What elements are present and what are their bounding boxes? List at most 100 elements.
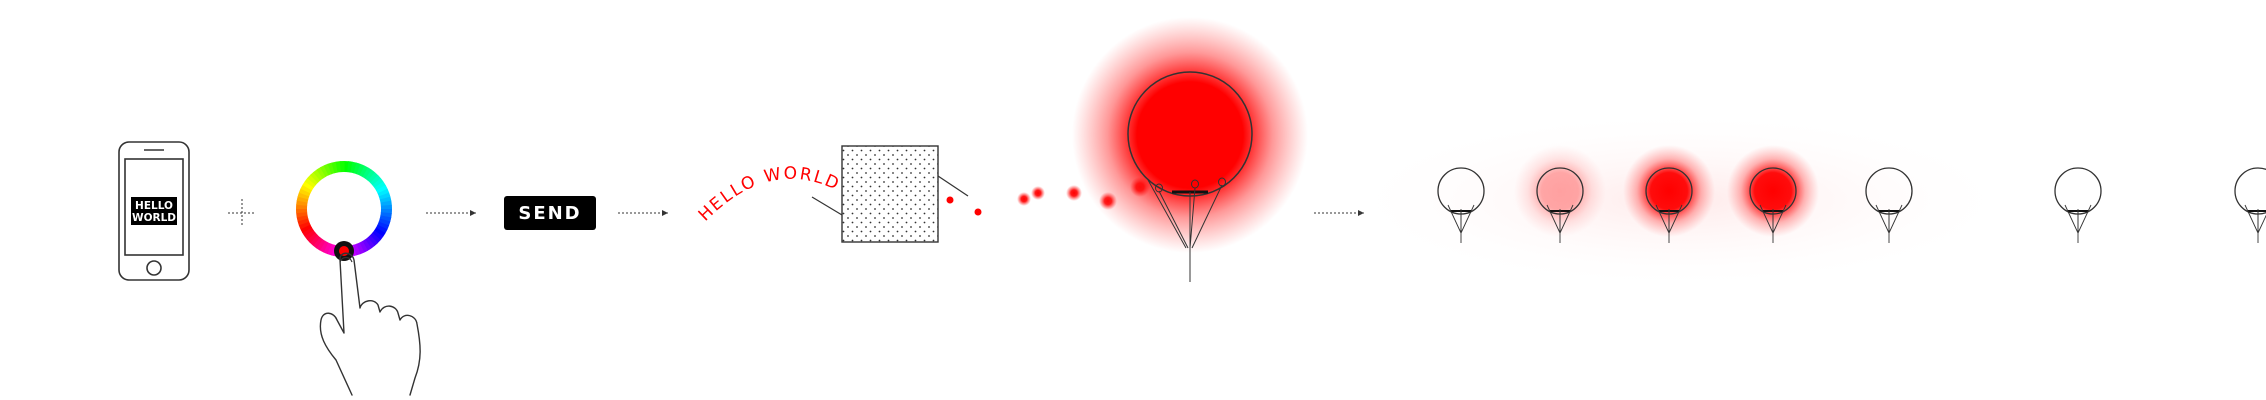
color-wheel-segment[interactable] (362, 239, 372, 251)
phone-screen-line-2: WORLD (132, 212, 176, 224)
color-wheel-segment[interactable] (380, 200, 392, 207)
color-wheel-segment[interactable] (319, 240, 329, 253)
fingernail-mark (339, 256, 353, 263)
color-wheel-segment[interactable] (347, 161, 353, 173)
color-wheel-segment[interactable] (339, 161, 345, 173)
color-wheel-segment[interactable] (372, 230, 384, 241)
balloon-glow (1514, 145, 1606, 237)
color-wheel-segment[interactable] (379, 215, 392, 223)
color-wheel-segment[interactable] (376, 185, 388, 194)
phone-screen-label (131, 197, 177, 225)
color-wheel-segment[interactable] (296, 200, 308, 206)
color-wheel-segment[interactable] (300, 184, 313, 194)
balloon-icon (1865, 167, 1913, 243)
balloon-rope (2077, 204, 2092, 234)
color-wheel-segment[interactable] (309, 234, 321, 246)
balloon-rope (1668, 204, 1683, 234)
color-wheel-segment[interactable] (307, 174, 319, 186)
color-wheel-segment[interactable] (302, 180, 314, 191)
color-wheel-segment[interactable] (356, 163, 365, 176)
signal-dot (1017, 192, 1031, 206)
color-wheel-segment[interactable] (367, 172, 379, 184)
color-wheel-segment[interactable] (375, 224, 388, 234)
balloon-rope (2257, 214, 2266, 234)
color-wheel-segment[interactable] (356, 242, 365, 255)
color-wheel-segment[interactable] (296, 195, 309, 203)
color-wheel-segment[interactable] (327, 162, 335, 175)
big-balloon-icon (1072, 17, 1308, 282)
balloon-rope (1875, 204, 1890, 234)
color-wheel-segment[interactable] (313, 169, 324, 181)
balloon-rope (1759, 204, 1774, 234)
color-wheel-segment[interactable] (302, 227, 314, 237)
color-wheel-segment[interactable] (367, 235, 378, 247)
balloon-glow (1727, 145, 1819, 237)
color-wheel-segment[interactable] (359, 165, 369, 178)
color-wheel-segment[interactable] (316, 167, 326, 179)
hand-pointer-icon (319, 252, 421, 396)
color-wheel-segment[interactable] (306, 232, 318, 243)
color-wheel-segment[interactable] (374, 181, 386, 191)
color-wheel-segment[interactable] (296, 211, 308, 218)
balloon-icon (1437, 167, 1485, 243)
color-wheel-segment[interactable] (315, 239, 326, 251)
balloon-rope (2064, 204, 2079, 234)
color-wheel-segment[interactable] (359, 241, 368, 253)
color-wheel-segment[interactable] (372, 178, 384, 189)
color-wheel-segment[interactable] (377, 188, 390, 197)
color-wheel-segment[interactable] (365, 169, 376, 181)
color-wheel-segment[interactable] (350, 161, 358, 174)
color-wheel-segment[interactable] (353, 162, 362, 175)
balloon-icon (1514, 145, 1606, 243)
color-wheel-segment[interactable] (353, 243, 361, 256)
color-wheel-segment[interactable] (323, 163, 332, 176)
color-wheel-segment[interactable] (296, 208, 308, 214)
color-wheel-segment[interactable] (310, 171, 321, 183)
color-wheel-segment[interactable] (320, 165, 329, 177)
balloon-rope (1447, 204, 1462, 234)
color-wheel-segment[interactable] (326, 243, 335, 256)
color-wheel-segment[interactable] (304, 229, 316, 240)
balloon-rope (1655, 204, 1670, 234)
balloon-icon (1727, 145, 1819, 243)
color-wheel-segment[interactable] (380, 204, 392, 210)
color-wheel-segment[interactable] (362, 167, 373, 179)
color-wheel-segment[interactable] (370, 175, 382, 186)
message-text: HELLO WORLD (695, 164, 844, 226)
color-wheel-icon[interactable] (296, 161, 392, 261)
color-wheel-segment[interactable] (378, 192, 391, 200)
color-wheel-segment[interactable] (364, 237, 375, 249)
color-wheel-segment[interactable] (312, 237, 323, 249)
color-wheel-segment[interactable] (298, 188, 311, 197)
balloon-rope (1546, 204, 1561, 234)
color-wheel-segment[interactable] (297, 191, 310, 200)
color-wheel-segment[interactable] (300, 224, 312, 233)
phone-icon (118, 141, 190, 281)
color-wheel-segment[interactable] (377, 221, 390, 230)
send-button[interactable]: SEND (504, 196, 596, 230)
color-wheel-segment[interactable] (298, 221, 311, 230)
signal-dot (946, 196, 954, 204)
signal-dot (974, 208, 982, 216)
balloon-icon (1623, 145, 1715, 243)
transmitter-icon (811, 145, 969, 243)
color-wheel-segment[interactable] (369, 232, 381, 244)
color-wheel-segment[interactable] (323, 242, 332, 255)
balloon-rope (1888, 204, 1903, 234)
balloon-envelope (2054, 167, 2102, 215)
plus-icon (228, 199, 256, 227)
color-wheel-segment[interactable] (304, 177, 316, 188)
balloon-icon (2054, 167, 2102, 243)
color-wheel-segment[interactable] (297, 218, 310, 226)
balloon-envelope (2234, 167, 2266, 215)
balloon-rope (2244, 204, 2259, 234)
selected-color-dot (339, 246, 349, 256)
color-wheel-segment[interactable] (335, 161, 342, 173)
color-wheel-segment[interactable] (378, 218, 391, 227)
balloon-rope (1559, 204, 1574, 234)
color-wheel-segment[interactable] (380, 212, 392, 218)
color-wheel-segment[interactable] (374, 227, 386, 238)
signal-dot (1031, 186, 1045, 200)
phone-screen-line-1: HELLO (135, 200, 173, 212)
balloon-rope (1772, 204, 1787, 234)
